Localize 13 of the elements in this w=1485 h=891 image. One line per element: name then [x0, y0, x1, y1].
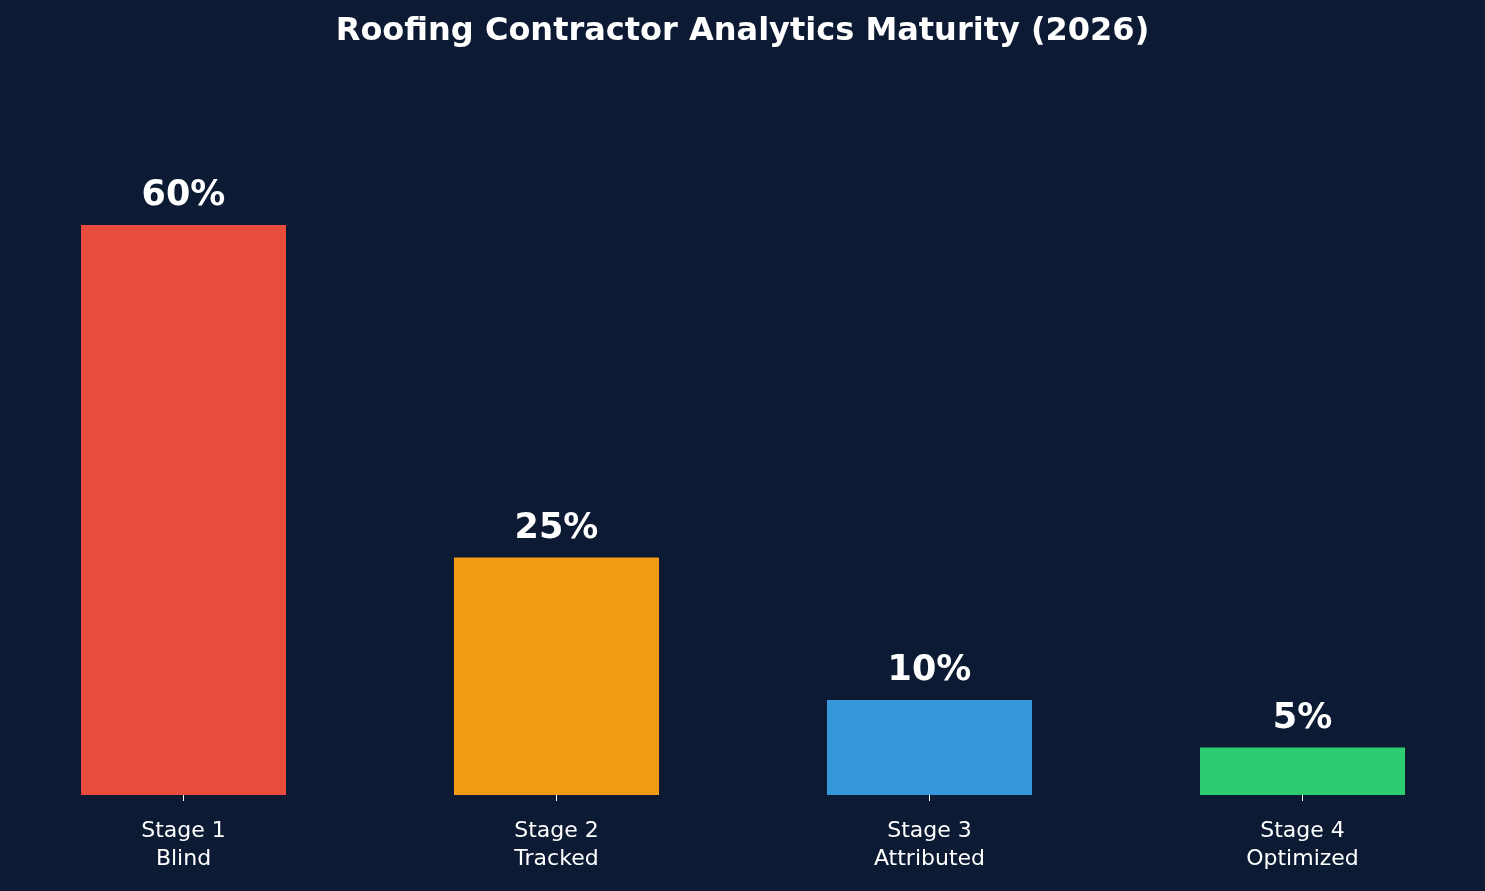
x-tick-label: Stage 2 Tracked: [513, 817, 599, 870]
data-label: 25%: [514, 505, 599, 546]
data-label: 60%: [141, 173, 226, 213]
x-tick-label: Stage 3 Attributed: [873, 817, 986, 870]
x-tick-label: Stage 1 Blind: [141, 817, 226, 870]
bar: [827, 700, 1032, 795]
chart-title: Roofing Contractor Analytics Maturity (2026): [334, 10, 1151, 48]
bar: [81, 225, 286, 795]
x-tick-label: Stage 4 Optimized: [1246, 817, 1359, 870]
bar: [454, 557, 659, 795]
data-label: 10%: [887, 648, 972, 688]
bar: [1200, 747, 1405, 795]
data-label: 5%: [1272, 695, 1333, 736]
